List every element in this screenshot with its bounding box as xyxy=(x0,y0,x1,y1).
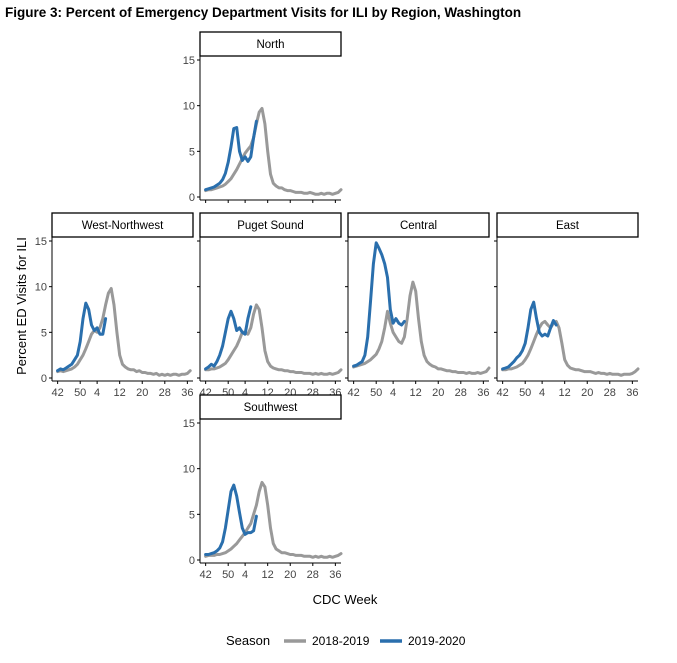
series-line-2019-2020-north xyxy=(204,119,258,192)
y-tick-label: 5 xyxy=(189,509,195,521)
x-tick-label: 12 xyxy=(410,387,422,399)
x-tick-label: 28 xyxy=(604,387,616,399)
series-line-2018-2019-puget-sound xyxy=(204,303,343,376)
x-tick-label: 4 xyxy=(390,387,396,399)
y-tick-label: 0 xyxy=(189,555,195,567)
series-line-2019-2020-east xyxy=(501,300,558,371)
figure-title: Figure 3: Percent of Emergency Departmen… xyxy=(5,5,522,20)
legend-label-2019-2020: 2019-2020 xyxy=(408,634,466,648)
x-tick-label: 50 xyxy=(370,387,382,399)
x-tick-label: 36 xyxy=(181,387,193,399)
panel-title-central: Central xyxy=(400,220,437,232)
x-tick-label: 36 xyxy=(626,387,638,399)
panel-strip-west-northwest xyxy=(51,212,194,238)
panel-title-east: East xyxy=(556,220,580,232)
x-tick-label: 50 xyxy=(222,569,234,581)
legend-label-2018-2019: 2018-2019 xyxy=(312,634,370,648)
x-tick-label: 4 xyxy=(242,387,248,399)
y-tick-label: 15 xyxy=(183,418,195,430)
panel-east: East 42 50 4 12 20 28 36 xyxy=(494,212,640,399)
series-line-2018-2019-north xyxy=(204,106,343,196)
panel-strip-southwest xyxy=(199,394,342,420)
panel-title-southwest: Southwest xyxy=(244,402,299,414)
y-tick-label: 0 xyxy=(41,373,47,385)
panel-title-west-northwest: West-Northwest xyxy=(82,220,164,232)
x-tick-label: 36 xyxy=(329,569,341,581)
panel-strip-north xyxy=(199,31,342,57)
series-line-2019-2020-central xyxy=(352,241,406,368)
panel-north: North 0 5 10 15 xyxy=(183,31,343,204)
panel-strip-east xyxy=(496,212,639,238)
x-tick-label: 20 xyxy=(581,387,593,399)
y-tick-label: 15 xyxy=(183,55,195,67)
y-tick-label: 5 xyxy=(41,327,47,339)
panel-title-north: North xyxy=(256,39,284,51)
series-line-2018-2019-southwest xyxy=(204,480,343,559)
y-tick-label: 5 xyxy=(189,146,195,158)
x-tick-label: 20 xyxy=(284,569,296,581)
panel-strip-central xyxy=(347,212,490,238)
series-line-2018-2019-east xyxy=(501,319,640,377)
x-tick-label: 28 xyxy=(307,569,319,581)
y-tick-label: 0 xyxy=(189,192,195,204)
x-tick-label: 50 xyxy=(74,387,86,399)
panel-west-northwest: West-Northwest 0 5 10 15 42 50 4 12 20 28 36 xyxy=(35,212,194,399)
y-axis-title: Percent ED Visits for ILI xyxy=(14,237,29,375)
panel-strip-puget-sound xyxy=(199,212,342,238)
legend: Season 2018-2019 2019-2020 xyxy=(226,633,466,648)
x-tick-label: 42 xyxy=(52,387,64,399)
panel-title-puget-sound: Puget Sound xyxy=(237,220,304,232)
series-line-2019-2020-west-northwest xyxy=(56,301,108,373)
y-tick-label: 10 xyxy=(35,282,47,294)
x-tick-label: 4 xyxy=(242,569,248,581)
series-line-2018-2019-central xyxy=(352,280,491,375)
x-tick-label: 12 xyxy=(559,387,571,399)
y-tick-label: 15 xyxy=(35,236,47,248)
x-tick-label: 42 xyxy=(497,387,509,399)
x-tick-label: 12 xyxy=(262,569,274,581)
series-line-2018-2019-west-northwest xyxy=(56,287,192,377)
series-line-2019-2020-southwest xyxy=(204,483,258,556)
x-tick-label: 12 xyxy=(114,387,126,399)
x-tick-label: 36 xyxy=(477,387,489,399)
x-tick-label: 28 xyxy=(159,387,171,399)
x-tick-label: 20 xyxy=(136,387,148,399)
y-tick-label: 10 xyxy=(183,101,195,113)
x-tick-label: 42 xyxy=(348,387,360,399)
x-axis-title: CDC Week xyxy=(313,592,378,607)
x-tick-label: 20 xyxy=(432,387,444,399)
series-line-2019-2020-puget-sound xyxy=(204,305,253,371)
panel-southwest: Southwest 0 5 10 15 42 50 4 12 20 28 36 xyxy=(183,394,343,581)
legend-title: Season xyxy=(226,633,270,648)
x-tick-label: 42 xyxy=(200,569,212,581)
x-tick-label: 4 xyxy=(539,387,545,399)
x-tick-label: 28 xyxy=(455,387,467,399)
x-tick-label: 50 xyxy=(519,387,531,399)
y-tick-label: 10 xyxy=(183,464,195,476)
panel-central: Central 42 50 4 12 20 28 36 xyxy=(345,212,491,399)
x-tick-label: 4 xyxy=(94,387,100,399)
